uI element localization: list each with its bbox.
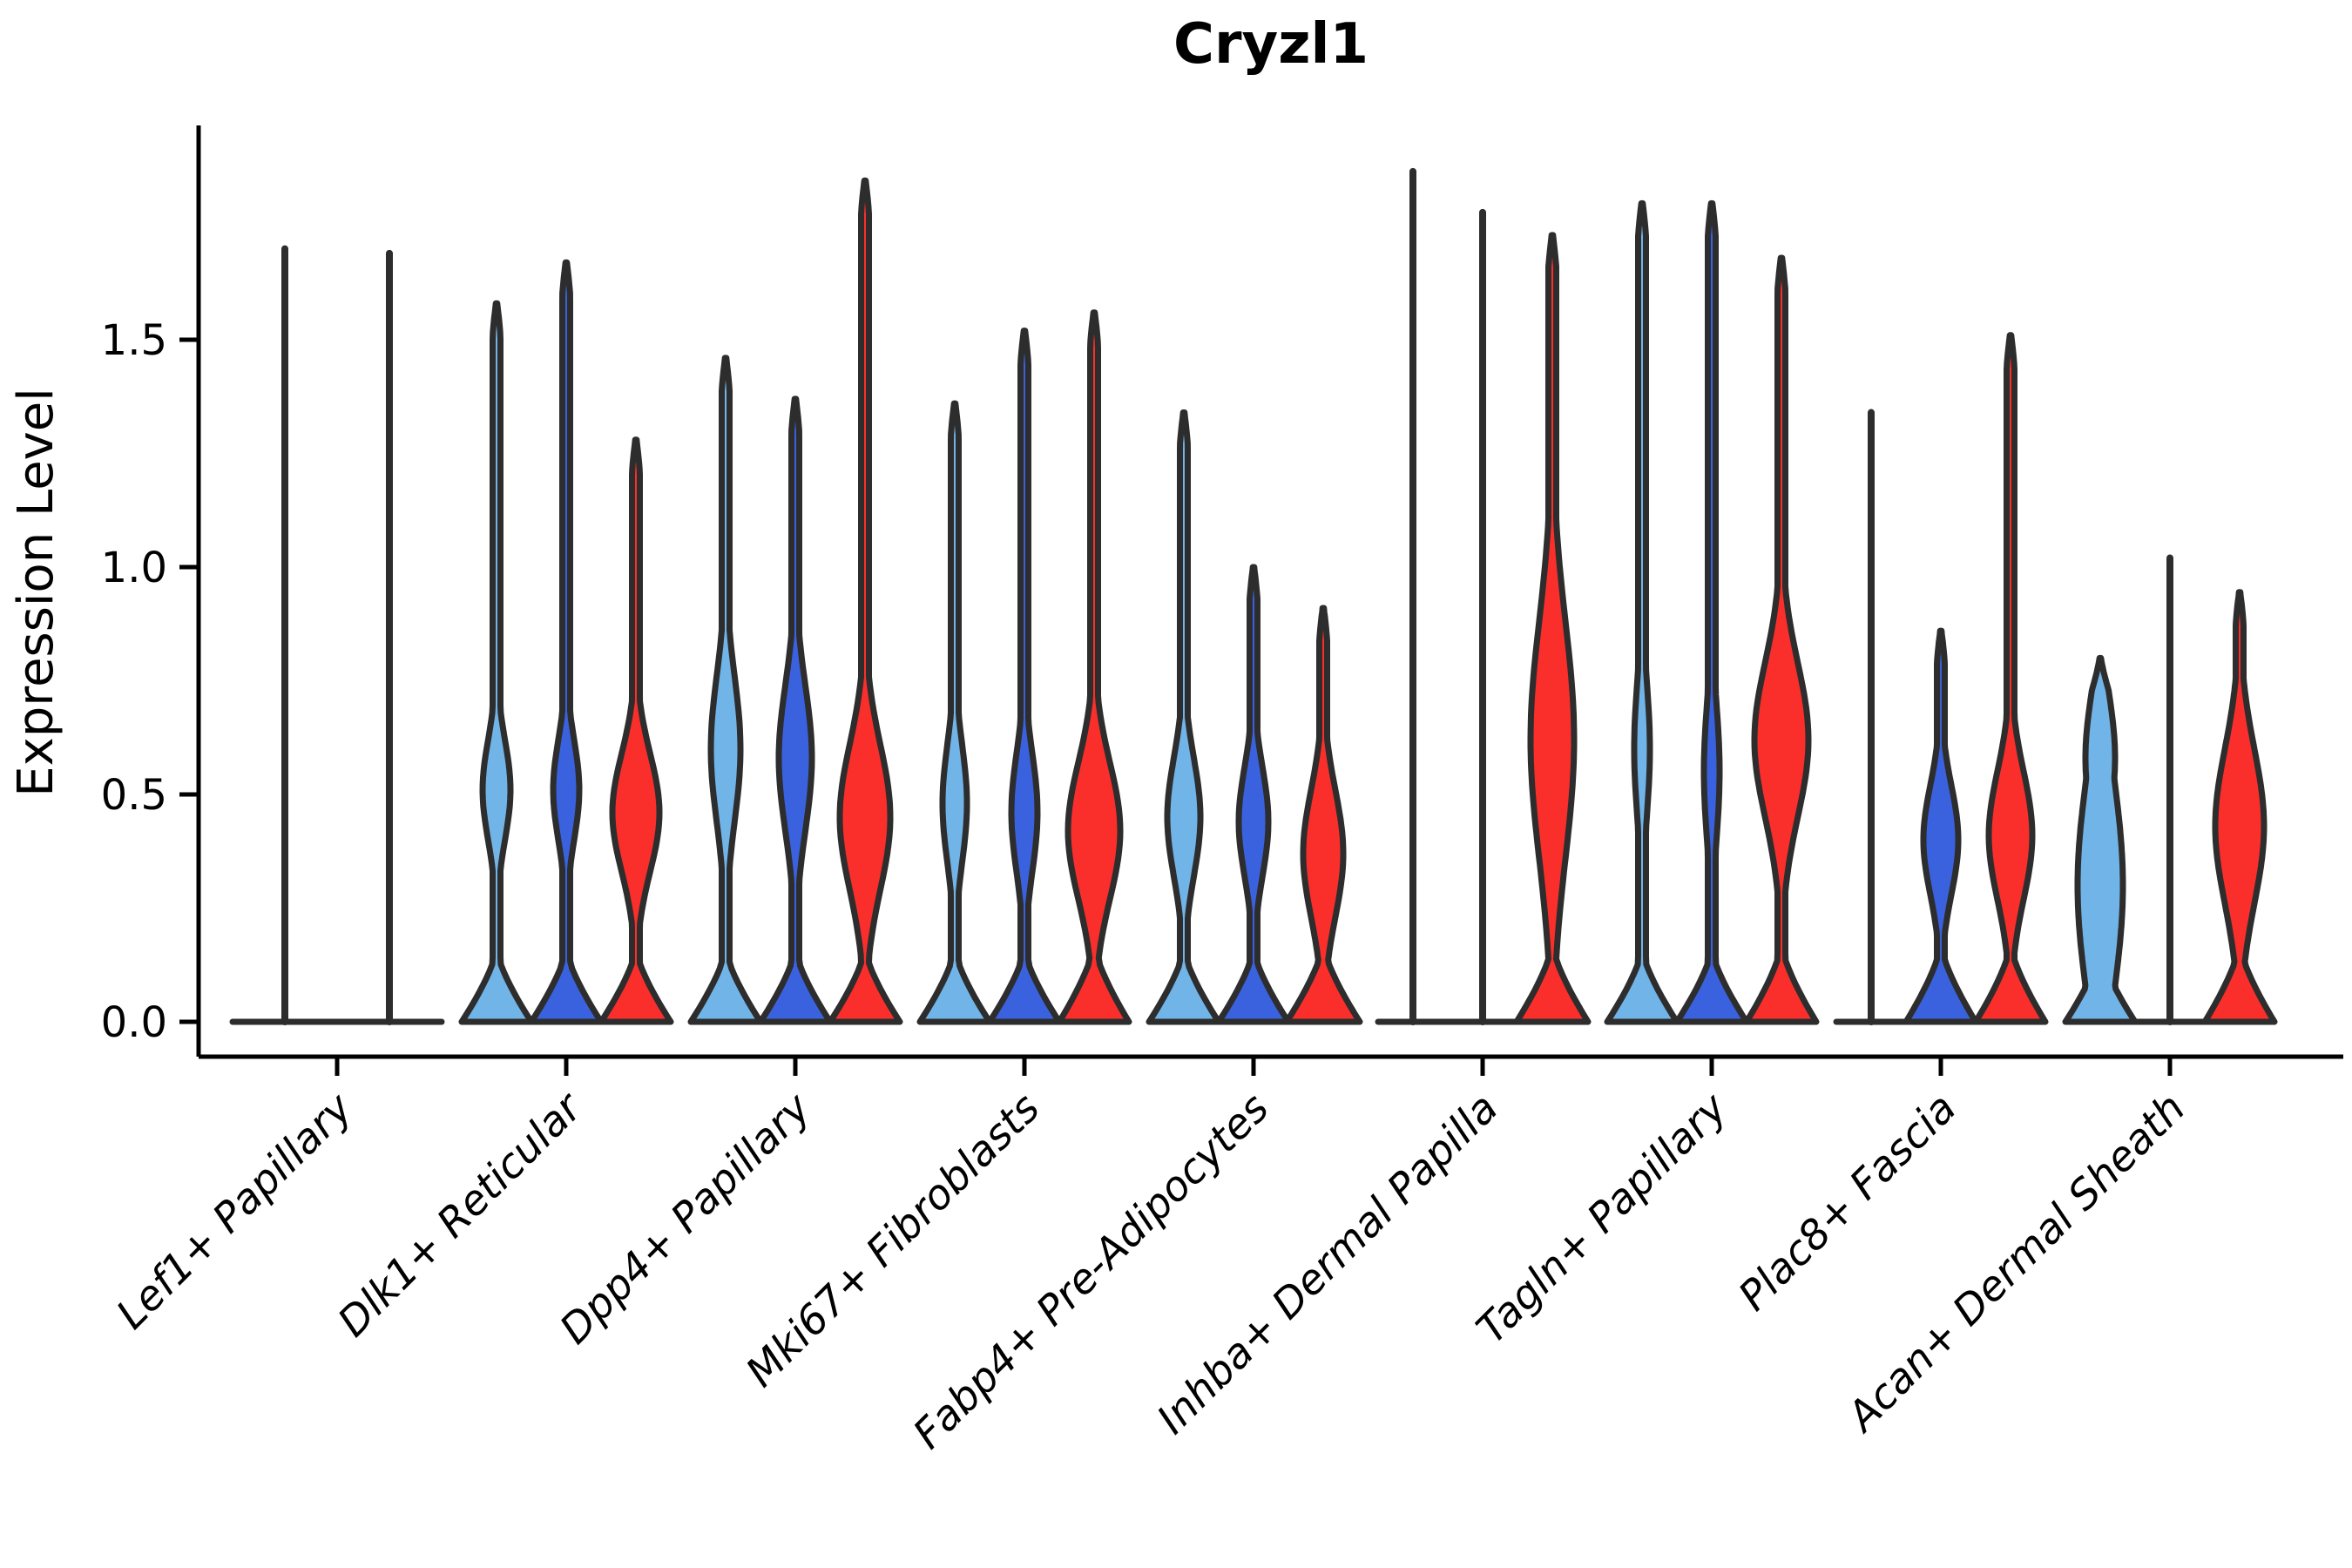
violin-tagln-papillary-light_blue [1604,199,1680,1025]
violin-fabp4-pre-adipocytes-light_blue [1146,409,1222,1025]
violin-fabp4-pre-adipocytes-dark_blue [1215,564,1292,1025]
violin-dpp4-papillary-light_blue [687,355,764,1025]
y-axis-label: Expression Level [8,388,64,797]
x-tick-label-plac8-fascia: Plac8+ Fascia [1729,1085,1965,1321]
x-tick-label-lef1-papillary: Lef1+ Papillary [107,1084,362,1339]
x-tick-label-dpp4-papillary: Dpp4+ Papillary [551,1084,821,1354]
violin-dlk1-reticular-red [598,436,674,1025]
violin-acan-dermal-sheath-light_blue [2062,654,2139,1025]
y-tick-label: 1.5 [101,316,167,365]
violin-inhba-dermal-papilla-red [1513,232,1592,1025]
violin-dlk1-reticular-light_blue [458,300,535,1025]
violin-fabp4-pre-adipocytes-red [1283,605,1363,1025]
x-tick-label-dlk1-reticular: Dlk1+ Reticular [329,1083,593,1347]
violin-plac8-fascia-dark_blue [1903,627,1979,1025]
violin-mki67-fibroblasts-red [1056,309,1132,1025]
y-tick-label: 0.0 [101,998,167,1047]
violin-dpp4-papillary-dark_blue [757,395,834,1025]
violin-mki67-fibroblasts-dark_blue [986,328,1063,1025]
plot-title: Cryzl1 [1173,12,1369,77]
x-tick-label-tagln-papillary: Tagln+ Papillary [1468,1084,1738,1354]
violin-mki67-fibroblasts-light_blue [916,400,993,1025]
violin-plac8-fascia-red [1972,332,2049,1025]
y-tick-label: 0.5 [101,771,167,820]
violin-tagln-papillary-dark_blue [1673,199,1750,1025]
violin-dlk1-reticular-dark_blue [528,259,605,1025]
violin-dpp4-papillary-red [827,177,903,1025]
violin-tagln-papillary-red [1743,254,1820,1025]
violin-acan-dermal-sheath-red [2201,589,2278,1025]
y-tick-label: 1.0 [101,544,167,592]
